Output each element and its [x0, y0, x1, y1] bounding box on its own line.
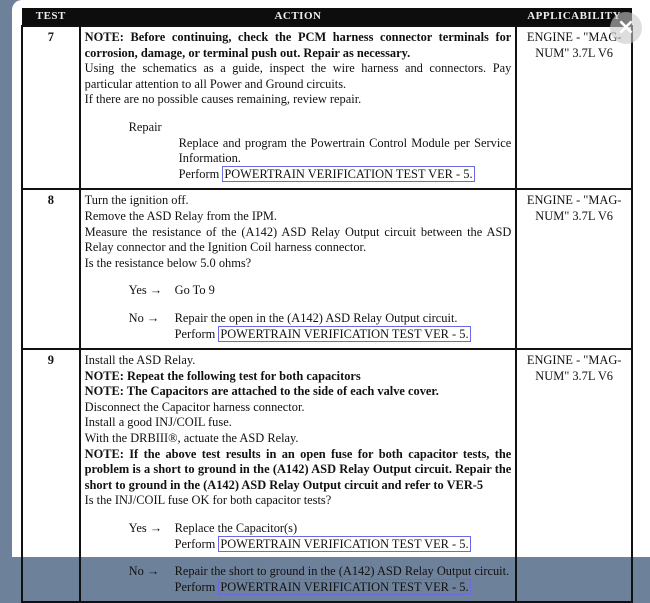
- response-text: Repair the short to ground in the (A142)…: [174, 564, 510, 579]
- close-icon[interactable]: ×: [610, 12, 642, 44]
- response: Repair Replace and program the Powertrai…: [85, 119, 512, 182]
- table-header: TEST ACTION APPLICABILITY: [22, 8, 632, 26]
- test-number: 8: [21, 188, 81, 351]
- response-key: Yes: [128, 283, 147, 298]
- instruction: Remove the ASD Relay from the IPM.: [84, 208, 277, 223]
- instruction: Is the resistance below 5.0 ohms?: [84, 255, 252, 270]
- note: NOTE: Before continuing, check the PCM h…: [84, 30, 512, 60]
- table-row-8: 8 Turn the ignition off. Remove the ASD …: [21, 188, 633, 351]
- test-number: 7: [21, 24, 81, 191]
- action-cell: Install the ASD Relay. NOTE: Repeat the …: [78, 348, 518, 603]
- applicability: ENGINE - "MAG-NUM" 3.7L V6: [515, 188, 633, 351]
- response-text: Replace the Capacitor(s): [174, 521, 298, 536]
- response-no: No → Repair the open in the (A142) ASD R…: [85, 311, 512, 342]
- action-cell: Turn the ignition off. Remove the ASD Re…: [78, 188, 518, 351]
- perform-label: Perform: [174, 536, 216, 551]
- arrow-icon: →: [146, 564, 160, 579]
- diagnostic-table: TEST ACTION APPLICABILITY 7 NOTE: Before…: [21, 8, 633, 603]
- header-test: TEST: [22, 8, 80, 26]
- instruction: Install the ASD Relay.: [84, 353, 196, 368]
- verification-test-link[interactable]: POWERTRAIN VERIFICATION TEST VER - 5.: [222, 165, 475, 182]
- applicability: ENGINE - "MAG-NUM" 3.7L V6: [515, 348, 633, 603]
- note: NOTE: If the above test results in an op…: [84, 446, 512, 492]
- response-key: No: [128, 564, 144, 579]
- response-key: Yes: [128, 521, 147, 536]
- perform-label: Perform: [174, 579, 216, 594]
- instruction: Measure the resistance of the (A142) ASD…: [84, 224, 512, 255]
- instruction: With the DRBIII®, actuate the ASD Relay.: [84, 431, 299, 446]
- response-key: No: [128, 310, 144, 325]
- response-key: Repair: [128, 119, 162, 134]
- instruction: Is the INJ/COIL fuse OK for both capacit…: [84, 493, 332, 508]
- instruction: If there are no possible causes remainin…: [84, 92, 362, 107]
- instruction: Install a good INJ/COIL fuse.: [84, 415, 232, 430]
- verification-test-link[interactable]: POWERTRAIN VERIFICATION TEST VER - 5.: [218, 325, 471, 342]
- note: NOTE: The Capacitors are attached to the…: [84, 384, 439, 399]
- perform-label: Perform: [174, 326, 216, 341]
- table-row-9: 9 Install the ASD Relay. NOTE: Repeat th…: [21, 348, 633, 603]
- response-yes: Yes → Go To 9: [85, 283, 512, 299]
- verification-test-link[interactable]: POWERTRAIN VERIFICATION TEST VER - 5.: [218, 535, 471, 552]
- response-yes: Yes → Replace the Capacitor(s) Perform P…: [85, 521, 512, 552]
- document-page: TEST ACTION APPLICABILITY 7 NOTE: Before…: [12, 0, 650, 603]
- note: NOTE: Repeat the following test for both…: [84, 368, 361, 383]
- response-text: Repair the open in the (A142) ASD Relay …: [174, 310, 458, 325]
- test-number: 9: [21, 348, 81, 603]
- instruction: Using the schematics as a guide, inspect…: [84, 61, 512, 91]
- instruction: Turn the ignition off.: [84, 193, 189, 208]
- verification-test-link[interactable]: POWERTRAIN VERIFICATION TEST VER - 5.: [218, 578, 471, 595]
- action-cell: NOTE: Before continuing, check the PCM h…: [78, 24, 518, 191]
- arrow-icon: →: [149, 521, 163, 536]
- header-applicability: APPLICABILITY: [516, 8, 632, 26]
- arrow-icon: →: [149, 283, 163, 298]
- header-action: ACTION: [79, 8, 517, 26]
- instruction: Disconnect the Capacitor harness connect…: [84, 399, 305, 414]
- response-text: Replace and program the Powertrain Contr…: [178, 135, 512, 166]
- applicability: ENGINE - "MAG-NUM" 3.7L V6: [515, 24, 633, 191]
- response-text: Go To 9: [174, 283, 215, 298]
- perform-label: Perform: [178, 166, 220, 181]
- table-row-7: 7 NOTE: Before continuing, check the PCM…: [21, 24, 633, 191]
- response-no: No → Repair the short to ground in the (…: [85, 564, 512, 595]
- arrow-icon: →: [146, 310, 160, 325]
